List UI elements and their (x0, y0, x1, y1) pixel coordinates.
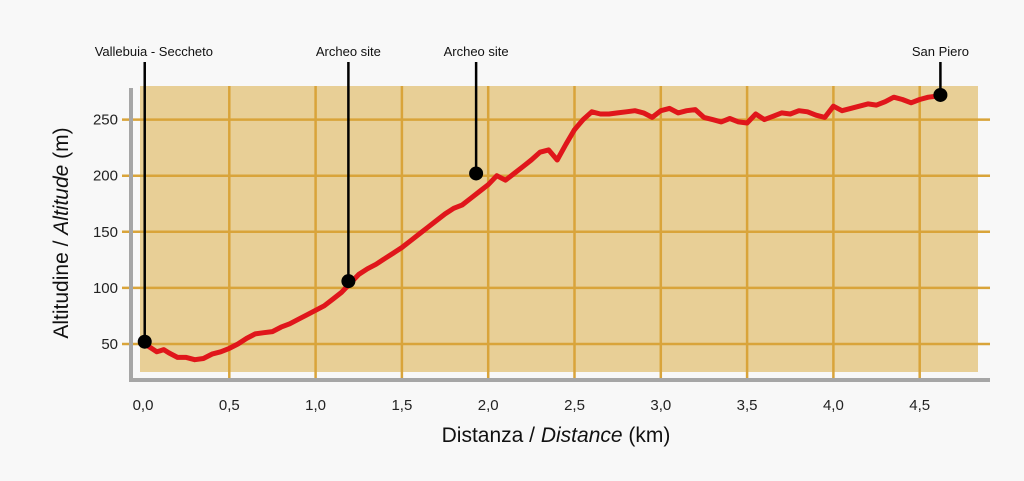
x-tick-label: 3,5 (737, 397, 758, 414)
axes (129, 88, 990, 382)
x-tick-label: 4,5 (909, 397, 930, 414)
annotation-marker: Archeo site (444, 44, 509, 181)
grid-lines (122, 86, 990, 380)
y-tick-label: 100 (93, 280, 118, 297)
marker-label: Archeo site (444, 44, 509, 59)
y-tick-labels: 50 100 150 200 250 (93, 112, 118, 353)
y-tick-label: 150 (93, 224, 118, 241)
x-tick-label: 0,5 (219, 397, 240, 414)
x-axis-title: Distanza / Distance (km) (442, 424, 671, 447)
marker-dot (933, 87, 948, 102)
x-tick-label: 4,0 (823, 397, 844, 414)
marker-dot (469, 166, 484, 181)
y-tick-label: 200 (93, 168, 118, 185)
x-tick-label: 2,0 (478, 397, 499, 414)
annotation-marker: Archeo site (316, 44, 381, 289)
y-tick-label: 250 (93, 112, 118, 129)
altitude-line (142, 93, 943, 363)
marker-dot (137, 334, 152, 349)
plot-area (140, 86, 978, 372)
x-tick-label: 2,5 (564, 397, 585, 414)
y-axis-title: Altitudine / Altitude (m) (50, 127, 73, 338)
x-tick-label: 0,0 (133, 397, 154, 414)
x-tick-label: 3,0 (650, 397, 671, 414)
marker-label: San Piero (912, 44, 969, 59)
y-tick-label: 50 (101, 336, 118, 353)
annotation-marker: San Piero (912, 44, 969, 102)
series-layer (142, 93, 943, 363)
marker-label: Archeo site (316, 44, 381, 59)
marker-dot (341, 274, 356, 289)
annotation-marker: Vallebuia - Seccheto (95, 44, 213, 349)
x-tick-label: 1,5 (391, 397, 412, 414)
marker-label: Vallebuia - Seccheto (95, 44, 213, 59)
annotation-markers: Vallebuia - Seccheto Archeo site Archeo si… (95, 44, 969, 349)
x-tick-labels: 0,0 0,5 1,0 1,5 2,0 2,5 3,0 3,5 4,0 4,5 (133, 397, 931, 414)
x-tick-label: 1,0 (305, 397, 326, 414)
